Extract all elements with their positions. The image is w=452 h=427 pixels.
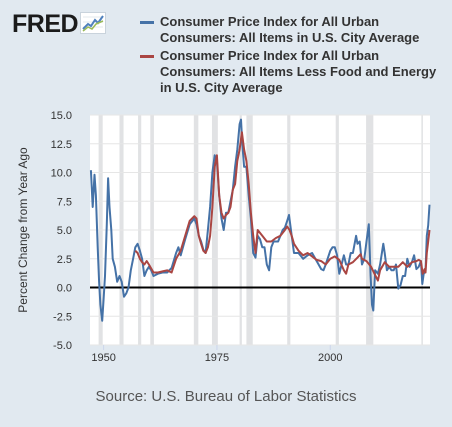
gridlines	[90, 114, 430, 346]
legend-label-cpi-core: Consumer Price Index for All Urban Consu…	[160, 48, 437, 95]
y-tick-label: 12.5	[51, 139, 72, 151]
x-tick-label: 1975	[205, 352, 229, 364]
fred-logo-text: FRED	[12, 10, 79, 38]
legend-item-cpi-core[interactable]: Consumer Price Index for All Urban Consu…	[140, 48, 445, 96]
legend-swatch-cpi-all-items	[140, 21, 154, 24]
fred-logo: FRED	[12, 10, 107, 39]
y-tick-label: -5.0	[53, 340, 72, 352]
legend-label-cpi-all-items: Consumer Price Index for All Urban Consu…	[160, 14, 420, 45]
line-chart-icon	[80, 12, 107, 39]
series-line-cpi-core	[134, 131, 431, 282]
y-tick-label: 15.0	[51, 110, 72, 122]
y-tick-label: 7.5	[57, 196, 72, 208]
series-lines	[89, 118, 431, 322]
axis-ticks: 15.0 12.5 10.0 7.5 5.0 2.5 0.0 -2.5 -5.0 1950 1975…	[51, 110, 343, 364]
y-tick-label: 0.0	[57, 283, 72, 295]
x-tick-label: 1950	[91, 352, 115, 364]
legend-swatch-cpi-core	[140, 55, 154, 58]
chart-legend: Consumer Price Index for All Urban Consu…	[140, 14, 445, 98]
y-tick-label: 2.5	[57, 254, 72, 266]
series-line-cpi-all-items	[89, 118, 431, 322]
y-tick-label: 10.0	[51, 168, 72, 180]
y-tick-label: -2.5	[53, 311, 72, 323]
x-tick-label: 2000	[318, 352, 342, 364]
source-note: Source: U.S. Bureau of Labor Statistics	[95, 388, 357, 405]
y-tick-label: 5.0	[57, 225, 72, 237]
legend-item-cpi-all-items[interactable]: Consumer Price Index for All Urban Consu…	[140, 14, 445, 46]
y-axis-label: Percent Change from Year Ago	[16, 147, 30, 313]
